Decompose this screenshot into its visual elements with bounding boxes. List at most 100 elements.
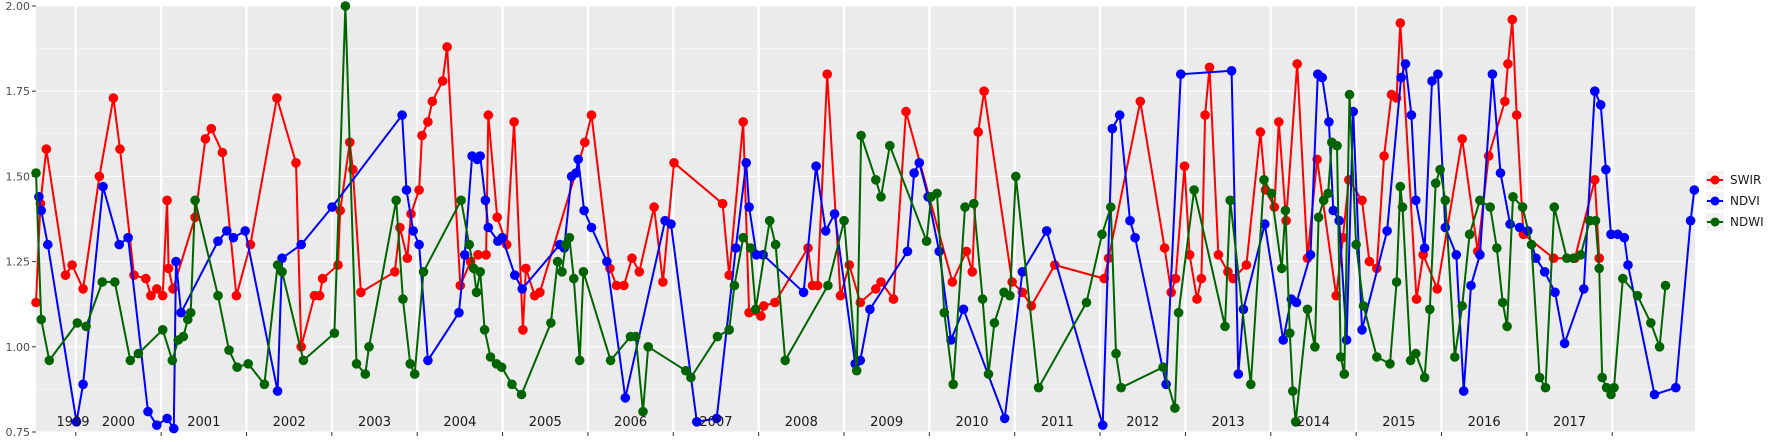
ndwi-data-point [948,379,958,390]
ndwi-data-point [1508,192,1518,202]
ndvi-data-point [171,256,181,267]
swir-data-point [78,284,88,294]
ndvi-data-point [1278,335,1288,345]
swir-data-point [437,76,448,86]
ndwi-data-point [969,198,979,209]
y-tick-label: 1.00 [6,341,31,354]
ndwi-data-point [405,359,416,369]
ndwi-data-point [750,304,761,315]
year-label: 2014 [1297,415,1330,430]
ndwi-data-point [178,331,189,342]
swir-data-point [1357,195,1367,206]
swir-data-point [291,158,301,168]
ndwi-data-point [1310,342,1320,352]
swir-data-point [1255,127,1266,137]
swir-data-point [535,287,545,298]
swir-data-point [492,212,503,223]
swir-data-point [473,250,483,260]
ndvi-data-point [114,239,124,250]
ndwi-data-point [1266,188,1277,199]
ndwi-data-point [272,260,283,270]
ndwi-data-point [409,369,420,379]
ndvi-data-point [1226,66,1237,76]
ndvi-data-point [240,226,250,236]
ndwi-data-point [364,342,374,352]
ndwi-data-point [1540,382,1551,393]
swir-data-point [835,290,846,301]
swir-data-point [580,137,590,148]
year-label: 1999 [56,415,89,430]
swir-data-point [876,277,886,287]
swir-data-point [200,134,211,144]
ndvi-data-point [1550,287,1560,298]
swir-data-point [822,69,832,79]
ndvi-data-point [213,236,223,246]
swir-data-point [901,106,911,117]
swir-data-point [333,260,343,270]
swir-data-point [509,117,519,127]
ndwi-data-point [1280,205,1291,216]
ndvi-data-point [1531,253,1541,263]
ndwi-data-point [1601,382,1612,393]
swir-data-point [141,273,151,284]
ndvi-data-point [78,379,88,390]
ndvi-data-point [1097,420,1108,431]
swir-data-point [1241,260,1252,270]
ndvi-data-point [277,253,287,263]
swir-data-point [1026,301,1037,311]
ndwi-data-point [340,1,351,11]
ndvi-data-point [272,386,283,396]
ndwi-data-point [1372,352,1382,362]
ndwi-data-point [1276,263,1287,274]
ndwi-data-point [1173,307,1184,318]
ndvi-data-point [1505,219,1515,229]
legend: SWIR NDVI NDWI [1706,171,1764,231]
ndwi-data-point [1450,352,1460,362]
ndvi-data-point [902,246,913,257]
ndvi-data-point [751,250,762,260]
ndvi-data-point [1317,72,1327,83]
ndwi-data-point [1534,372,1545,383]
swir-data-point [1364,256,1375,267]
ndvi-data-point [1559,338,1570,349]
swir-data-point [812,280,823,291]
ndwi-data-point [876,192,886,202]
ndwi-data-point [569,273,579,284]
year-label: 2012 [1126,415,1159,430]
ndvi-data-point [34,192,44,202]
year-label: 2015 [1382,415,1415,430]
ndvi-data-point [475,151,486,161]
swir-data-point [1432,284,1442,294]
ndwi-data-point [1517,202,1528,212]
ndwi-data-point [712,331,723,342]
swir-data-point [521,263,531,274]
ndvi-data-point [1649,389,1660,400]
ndwi-data-point [578,267,589,277]
ndwi-data-point [724,325,734,335]
swir-data-point [395,222,405,233]
swir-data-point [1292,59,1302,69]
swir-data-point [1200,110,1210,120]
swir-data-point [947,277,958,287]
year-label: 2002 [273,415,306,430]
ndwi-data-point [1288,386,1298,396]
ndwi-data-point [81,321,91,332]
ndvi-data-point [510,270,520,281]
ndwi-data-point [851,365,862,376]
swir-data-point [231,290,242,301]
swir-data-point [442,42,452,52]
ndwi-data-point [298,355,309,366]
ndwi-data-point [1097,229,1107,240]
ndvi-data-point [228,232,239,243]
ndvi-data-point [909,168,919,178]
ndwi-data-point [574,355,585,366]
ndvi-data-point [1382,226,1392,236]
ndvi-data-point [98,181,108,192]
ndwi-data-point [1246,379,1256,390]
ndvi-data-point [1458,386,1469,396]
ndvi-data-point [692,417,702,427]
ndvi-data-point [169,423,179,434]
ndwi-data-point [932,188,942,199]
ndvi-data-point [811,161,821,171]
ndwi-data-point [921,236,932,246]
